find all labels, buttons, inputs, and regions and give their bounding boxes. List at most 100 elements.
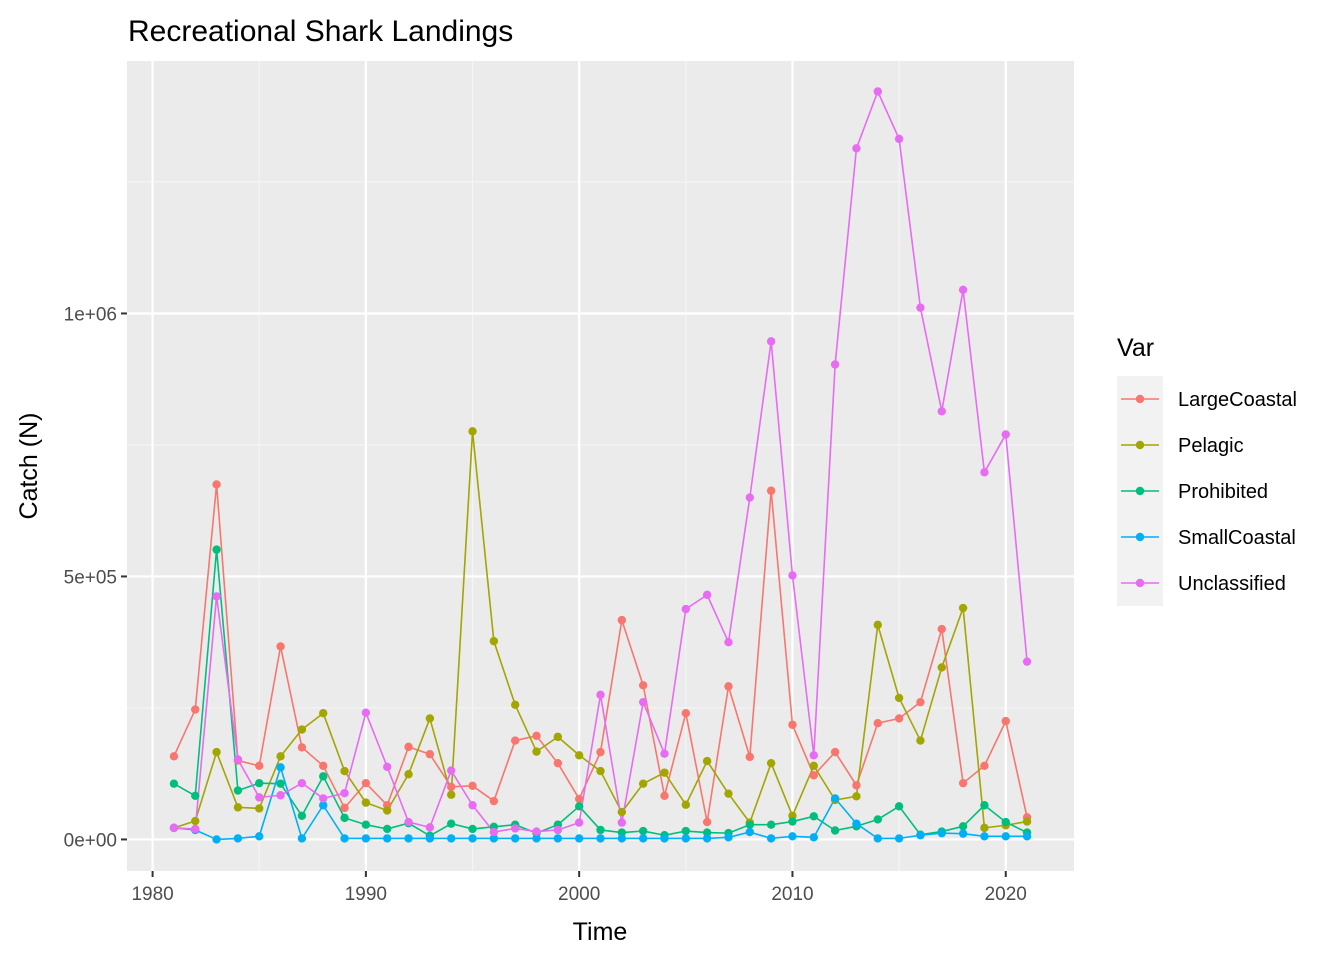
- point-largecoastal: [724, 682, 733, 691]
- point-largecoastal: [681, 709, 691, 718]
- point-largecoastal: [468, 781, 477, 790]
- point-largecoastal: [425, 750, 435, 759]
- point-prohibited: [276, 779, 285, 788]
- point-pelagic: [383, 806, 392, 815]
- point-prohibited: [574, 802, 584, 811]
- point-largecoastal: [446, 782, 456, 792]
- legend-point-unclassified: [1135, 578, 1145, 588]
- point-smallcoastal: [383, 834, 392, 843]
- point-largecoastal: [340, 803, 349, 813]
- point-unclassified: [532, 827, 541, 836]
- point-unclassified: [446, 766, 456, 775]
- point-largecoastal: [745, 752, 755, 762]
- point-pelagic: [510, 700, 520, 709]
- point-unclassified: [361, 708, 371, 717]
- point-prohibited: [361, 820, 371, 829]
- legend-title: Var: [1117, 334, 1154, 362]
- point-pelagic: [276, 752, 285, 761]
- point-unclassified: [894, 134, 904, 144]
- point-smallcoastal: [894, 834, 904, 843]
- point-smallcoastal: [809, 833, 818, 842]
- point-pelagic: [191, 816, 200, 826]
- point-largecoastal: [894, 714, 904, 723]
- point-pelagic: [724, 789, 733, 798]
- x-tick-label: 2020: [985, 884, 1027, 905]
- point-unclassified: [596, 690, 605, 699]
- point-unclassified: [340, 788, 349, 798]
- legend-label-unclassified: Unclassified: [1178, 573, 1286, 595]
- point-unclassified: [255, 793, 264, 802]
- point-pelagic: [937, 663, 946, 672]
- point-smallcoastal: [830, 794, 840, 803]
- point-pelagic: [958, 603, 968, 613]
- legend-label-prohibited: Prohibited: [1178, 481, 1268, 503]
- plot-panel: [127, 61, 1074, 871]
- point-pelagic: [404, 770, 413, 779]
- point-largecoastal: [319, 761, 328, 771]
- series-points: [169, 87, 1032, 844]
- point-largecoastal: [212, 480, 221, 489]
- point-prohibited: [681, 826, 691, 836]
- point-unclassified: [980, 468, 989, 477]
- point-unclassified: [404, 817, 413, 827]
- point-unclassified: [1001, 430, 1010, 439]
- point-unclassified: [617, 818, 627, 827]
- point-smallcoastal: [638, 834, 648, 843]
- point-pelagic: [702, 756, 712, 766]
- point-largecoastal: [809, 771, 818, 780]
- point-unclassified: [233, 755, 243, 764]
- legend-point-smallcoastal: [1135, 532, 1145, 542]
- point-smallcoastal: [660, 834, 669, 843]
- point-largecoastal: [638, 681, 648, 690]
- point-smallcoastal: [852, 819, 861, 828]
- point-prohibited: [830, 826, 840, 835]
- point-prohibited: [809, 812, 818, 821]
- legend-point-prohibited: [1135, 486, 1145, 496]
- point-smallcoastal: [916, 831, 925, 840]
- point-smallcoastal: [212, 835, 221, 844]
- point-prohibited: [297, 811, 307, 820]
- point-largecoastal: [532, 731, 541, 741]
- point-smallcoastal: [873, 834, 882, 843]
- point-pelagic: [894, 693, 904, 703]
- point-pelagic: [873, 620, 882, 630]
- x-tick-label: 1990: [345, 884, 387, 905]
- point-unclassified: [788, 571, 797, 580]
- point-largecoastal: [1001, 716, 1010, 726]
- y-tick-label: 0e+00: [64, 830, 117, 851]
- point-unclassified: [297, 778, 307, 788]
- point-unclassified: [553, 825, 563, 835]
- point-prohibited: [702, 828, 712, 837]
- point-unclassified: [937, 407, 946, 416]
- point-largecoastal: [169, 752, 179, 761]
- point-pelagic: [468, 427, 477, 436]
- point-prohibited: [788, 817, 797, 826]
- x-tick-label: 1980: [131, 884, 173, 905]
- point-smallcoastal: [574, 834, 584, 843]
- point-pelagic: [852, 792, 861, 801]
- point-largecoastal: [361, 778, 371, 788]
- point-pelagic: [340, 766, 349, 776]
- point-largecoastal: [510, 736, 520, 745]
- point-largecoastal: [276, 642, 285, 651]
- point-smallcoastal: [980, 832, 989, 841]
- point-unclassified: [958, 285, 968, 294]
- point-pelagic: [553, 732, 563, 742]
- point-unclassified: [319, 794, 328, 803]
- point-unclassified: [383, 762, 392, 772]
- legend-point-pelagic: [1135, 440, 1145, 450]
- point-smallcoastal: [702, 834, 712, 843]
- point-smallcoastal: [617, 834, 627, 843]
- point-smallcoastal: [340, 834, 349, 843]
- point-pelagic: [574, 751, 584, 760]
- point-prohibited: [894, 802, 904, 811]
- point-smallcoastal: [233, 834, 243, 843]
- legend-label-largecoastal: LargeCoastal: [1178, 389, 1297, 411]
- y-axis: 0e+00 5e+05 1e+06: [64, 304, 127, 851]
- point-pelagic: [596, 766, 605, 776]
- point-smallcoastal: [297, 834, 307, 843]
- point-largecoastal: [404, 742, 413, 752]
- point-pelagic: [660, 768, 669, 777]
- point-pelagic: [319, 709, 328, 718]
- point-largecoastal: [937, 624, 946, 634]
